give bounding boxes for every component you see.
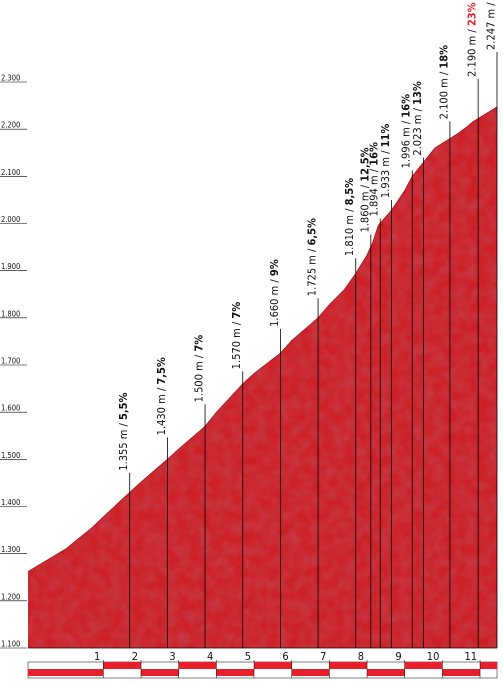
annotation-label: 1.860 m / 12,5% (358, 147, 371, 232)
distance-bar-segment (216, 669, 255, 676)
annotation-grade: 18% (437, 45, 450, 69)
annotation-label: 1.894 m / 16% (368, 142, 381, 217)
x-tick-label: 1 (94, 650, 100, 663)
annotation-altitude: 2.247 m / (485, 0, 498, 50)
distance-bar-segment (404, 662, 443, 669)
annotation-altitude: 1.860 m / (358, 182, 371, 233)
annotation-grade: 7% (193, 335, 206, 352)
x-tick-label: 4 (207, 650, 213, 663)
annotations: 1.355 m / 5,5% 1.430 m / 7,5% 1.500 m / 7%… (117, 0, 498, 648)
y-tick-label: 1.600 (1, 404, 20, 413)
annotation-altitude: 1.500 m / (193, 352, 206, 403)
y-tick-label: 2.000 (1, 215, 20, 224)
x-tick-label: 11 (464, 650, 477, 663)
x-tick-label: 5 (245, 650, 251, 663)
annotation-label: 1.810 m / 8,5% (343, 178, 356, 256)
annotation-label: 2.100 m / 18% (437, 45, 450, 120)
annotation-grade: 11% (379, 124, 392, 148)
annotation-label: 1.725 m / 6,5% (306, 218, 319, 296)
y-tick-label: 2.300 (1, 74, 20, 83)
x-axis: 1 2 3 4 5 6 7 8 9 10 11 (27, 647, 498, 679)
annotation-label: 2.190 m / 23% (466, 2, 479, 77)
y-tick-label: 1.400 (1, 498, 20, 507)
annotation-label: 1.660 m / 9% (268, 259, 281, 327)
distance-bar-segment (329, 662, 368, 669)
y-tick-label: 1.200 (1, 592, 20, 601)
annotation-altitude: 2.190 m / (466, 26, 479, 77)
annotation-label: 2.247 m / 12% (485, 0, 498, 50)
annotation-label: 1.500 m / 7% (193, 335, 206, 403)
annotation-grade: 9% (268, 259, 281, 276)
distance-bar-segment (442, 669, 481, 676)
annotation-altitude: 1.810 m / (343, 205, 356, 256)
x-tick-label: 10 (427, 650, 440, 663)
annotation-altitude: 1.725 m / (306, 245, 319, 296)
y-tick-label: 1.100 (1, 640, 20, 649)
annotation-label: 1.570 m / 7% (230, 302, 243, 370)
annotation-grade: 13% (411, 81, 424, 105)
x-tick-label: 2 (132, 650, 138, 663)
annotation-altitude: 1.430 m / (155, 385, 168, 436)
annotation-altitude: 2.023 m / (411, 105, 424, 156)
y-tick-label: 1.300 (1, 545, 20, 554)
annotation-grade: 7,5% (155, 357, 168, 385)
x-tick-label: 6 (282, 650, 288, 663)
annotation-grade: 8,5% (343, 178, 356, 206)
annotation-grade: 16% (368, 142, 381, 166)
annotation-grade: 6,5% (306, 218, 319, 246)
annotation-label: 1.996 m / 16% (400, 94, 413, 169)
profile-texture (28, 107, 497, 648)
y-tick-label: 1.500 (1, 451, 20, 460)
distance-bar-segment (254, 662, 292, 669)
distance-bar-segment (480, 662, 497, 669)
distance-bar-segment (291, 669, 330, 676)
x-tick-label: 9 (395, 650, 401, 663)
annotation-altitude: 1.570 m / (230, 319, 243, 370)
annotation-altitude: 2.100 m / (437, 69, 450, 120)
y-tick-label: 1.700 (1, 357, 20, 366)
annotation-label: 1.430 m / 7,5% (155, 357, 168, 435)
y-tick-label: 1.900 (1, 262, 20, 271)
annotation-altitude: 1.660 m / (268, 276, 281, 327)
annotation-label: 1.933 m / 11% (379, 124, 392, 199)
x-tick-label: 8 (358, 650, 364, 663)
annotation-label: 2.023 m / 13% (411, 81, 424, 156)
x-tick-label: 7 (320, 650, 326, 663)
distance-bar-segment (141, 669, 179, 676)
distance-bar-segment (367, 669, 405, 676)
annotation-grade: 7% (230, 302, 243, 319)
y-tick-label: 1.800 (1, 309, 20, 318)
y-tick-label: 2.100 (1, 168, 20, 177)
distance-bar-segment (178, 662, 217, 669)
annotation-altitude: 1.894 m / (368, 166, 381, 217)
y-axis: 1.100 1.200 1.300 1.400 1.500 1.600 1.700 1.800… (0, 74, 27, 649)
annotation-label: 1.355 m / 5,5% (117, 392, 130, 470)
annotation-grade: 16% (400, 94, 413, 118)
annotation-altitude: 1.355 m / (117, 420, 130, 471)
annotation-grade: 5,5% (117, 392, 130, 420)
annotation-grade: 12,5% (358, 147, 371, 181)
profile-area (27, 106, 498, 648)
annotation-grade: 23% (466, 2, 479, 26)
annotation-altitude: 1.996 m / (400, 118, 413, 169)
annotation-altitude: 1.933 m / (379, 147, 392, 198)
y-tick-label: 2.200 (1, 121, 20, 130)
distance-bar-segment (28, 669, 104, 676)
distance-bar-segment (103, 662, 142, 669)
x-tick-label: 3 (169, 650, 175, 663)
